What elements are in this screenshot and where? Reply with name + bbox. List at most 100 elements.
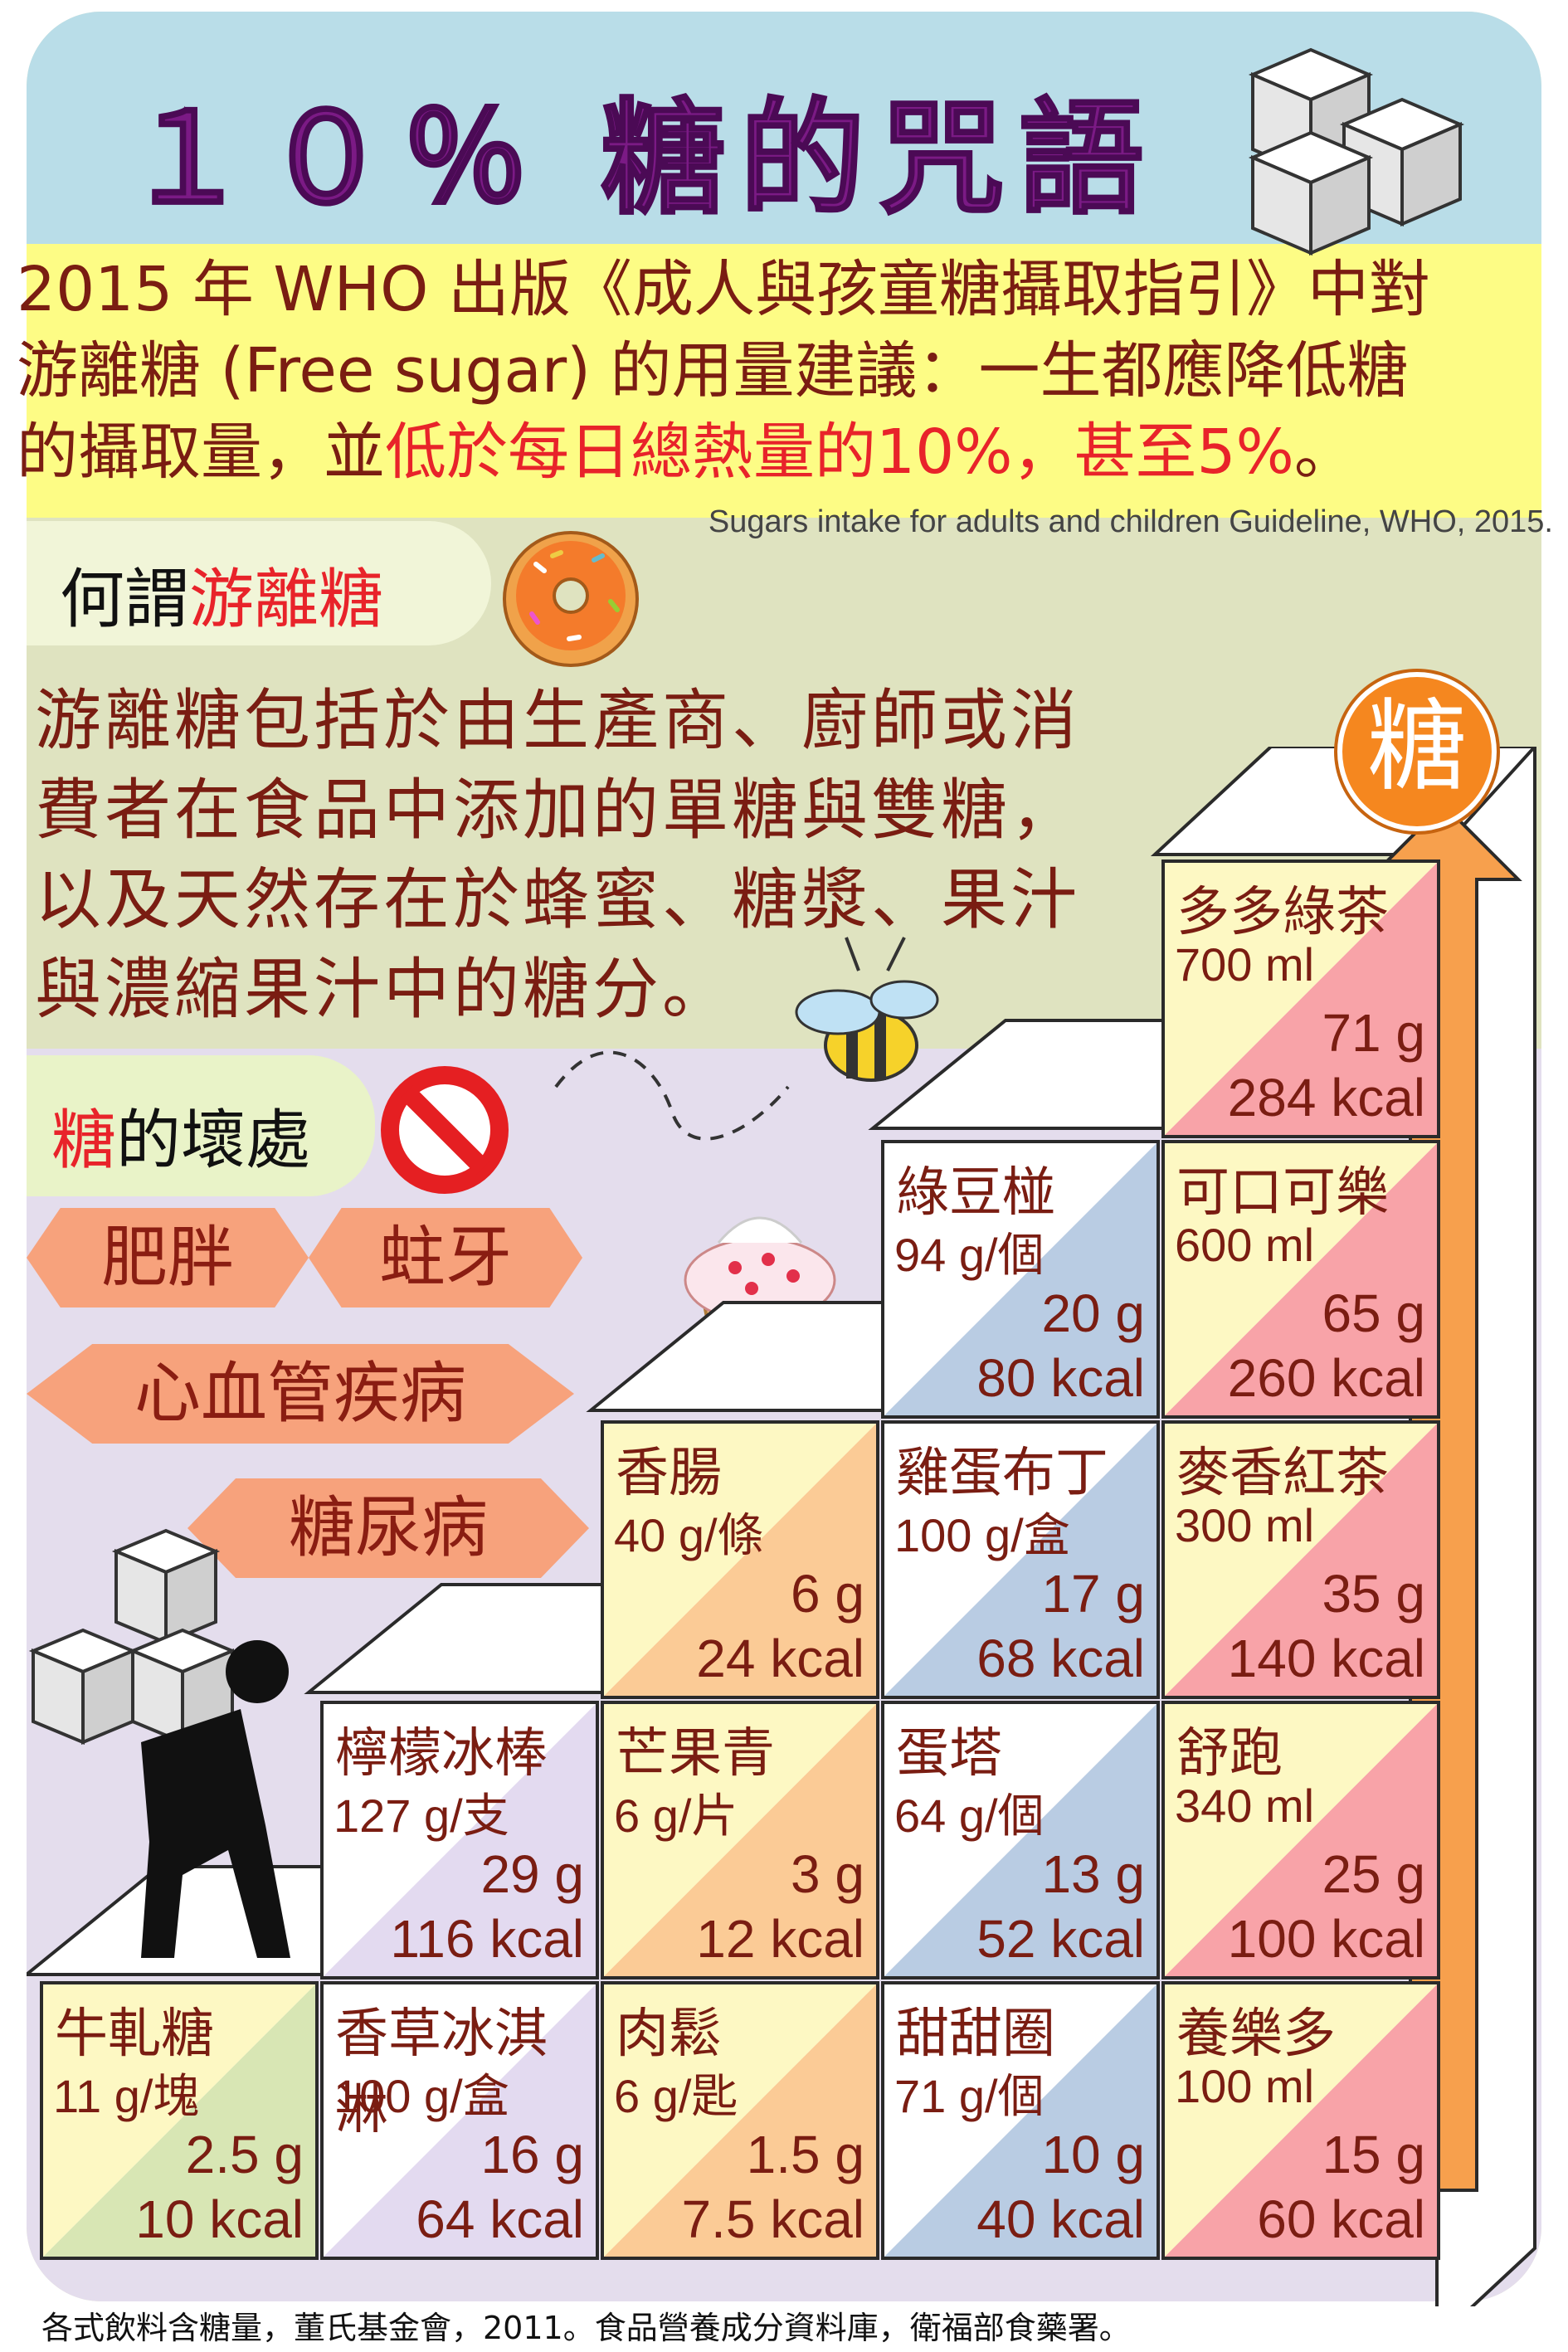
food-name: 綠豆椪: [896, 1162, 1055, 1224]
food-name: 蛋塔: [896, 1723, 1002, 1785]
food-cell: 香腸 40 g/條 6 g 24 kcal: [601, 1420, 879, 1699]
food-sugar: 6 g: [791, 1564, 864, 1624]
food-quantity: 100 g/盒: [894, 1509, 1070, 1561]
definition-line: 與濃縮果汁中的糖分。: [35, 951, 732, 1028]
cell-background: [324, 1984, 596, 2257]
food-name: 香腸: [616, 1443, 722, 1504]
harm-diabetes: 糖尿病: [187, 1478, 589, 1578]
food-quantity: 300 ml: [1175, 1499, 1315, 1551]
food-name: 芒果青: [616, 1723, 775, 1785]
intro-text: 2015 年 WHO 出版《成人與孩童糖攝取指引》中對 游離糖 (Free su…: [17, 249, 1527, 493]
food-cell: 雞蛋布丁 100 g/盒 17 g 68 kcal: [881, 1420, 1160, 1699]
food-kcal: 260 kcal: [1227, 1348, 1425, 1408]
food-cell: 牛軋糖 11 g/塊 2.5 g 10 kcal: [40, 1981, 319, 2260]
harms-heading-rest: 的壞處: [116, 1103, 311, 1178]
food-cell: 麥香紅茶 300 ml 35 g 140 kcal: [1161, 1420, 1440, 1699]
food-name: 雞蛋布丁: [896, 1443, 1108, 1504]
food-quantity: 6 g/匙: [614, 2070, 738, 2122]
donut-icon: [503, 531, 639, 667]
cell-background: [1165, 1704, 1437, 1976]
heading-prefix: 何謂: [60, 562, 190, 637]
food-kcal: 100 kcal: [1227, 1909, 1425, 1969]
page-title: １０％ 糖的咒語: [123, 86, 1159, 233]
source-citation: Sugars intake for adults and children Gu…: [708, 504, 1553, 539]
food-cell: 甜甜圈 71 g/個 10 g 40 kcal: [881, 1981, 1160, 2260]
food-quantity: 71 g/個: [894, 2070, 1045, 2122]
food-cell: 可口可樂 600 ml 65 g 260 kcal: [1161, 1140, 1440, 1419]
cell-background: [1165, 1143, 1437, 1415]
food-cell: 蛋塔 64 g/個 13 g 52 kcal: [881, 1701, 1160, 1979]
food-sugar: 71 g: [1322, 1003, 1425, 1063]
sugar-cubes-icon: [1248, 47, 1465, 256]
food-quantity: 64 g/個: [894, 1790, 1045, 1842]
food-sugar: 16 g: [480, 2125, 584, 2184]
food-quantity: 94 g/個: [894, 1229, 1045, 1281]
food-kcal: 12 kcal: [696, 1909, 864, 1969]
food-sugar: 35 g: [1322, 1564, 1425, 1624]
heading-highlight: 游離糖: [189, 562, 384, 637]
food-sugar: 29 g: [480, 1844, 584, 1904]
food-name: 可口可樂: [1176, 1162, 1389, 1224]
food-sugar: 15 g: [1322, 2125, 1425, 2184]
food-sugar: 10 g: [1041, 2125, 1145, 2184]
food-sugar: 65 g: [1322, 1283, 1425, 1343]
food-quantity: 40 g/條: [614, 1509, 764, 1561]
harms-heading: 糖的壞處: [51, 1088, 310, 1181]
harm-cardiovascular: 心血管疾病: [27, 1344, 574, 1444]
intro-highlight: 低於每日總熱量的10%，甚至5%: [385, 416, 1294, 488]
definition-line: 游離糖包括於由生產商、廚師或消: [35, 682, 1080, 759]
food-quantity: 100 g/盒: [334, 2070, 509, 2122]
intro-line: 的攝取量，並低於每日總熱量的10%，甚至5%。: [17, 411, 1527, 493]
food-kcal: 64 kcal: [416, 2189, 584, 2249]
food-name: 甜甜圈: [896, 2004, 1055, 2065]
bee-icon: [554, 937, 939, 1141]
food-kcal: 284 kcal: [1227, 1068, 1425, 1127]
free-sugar-heading-bg: [27, 521, 491, 645]
food-kcal: 68 kcal: [976, 1629, 1145, 1688]
harm-obesity: 肥胖: [27, 1208, 309, 1307]
intro-text-end: 。: [1293, 416, 1356, 488]
cell-background: [1165, 1984, 1437, 2257]
food-quantity: 127 g/支: [334, 1790, 509, 1842]
cell-background: [324, 1704, 596, 1976]
cell-background: [43, 1984, 315, 2257]
cell-background: [1165, 863, 1437, 1135]
cell-background: [604, 1424, 876, 1696]
food-name: 麥香紅茶: [1176, 1443, 1389, 1504]
intro-text-plain: 的攝取量，並: [17, 416, 385, 488]
sugar-badge: 糖: [1337, 672, 1497, 831]
person-carrying-sugar-icon: [28, 1528, 290, 1958]
free-sugar-definition: 游離糖包括於由生產商、廚師或消 費者在食品中添加的單糖與雙糖， 以及天然存在於蜂…: [35, 676, 1196, 1035]
food-sugar: 17 g: [1041, 1564, 1145, 1624]
food-quantity: 11 g/塊: [53, 2070, 200, 2122]
food-cell: 芒果青 6 g/片 3 g 12 kcal: [601, 1701, 879, 1979]
cell-background: [884, 1984, 1157, 2257]
intro-line: 2015 年 WHO 出版《成人與孩童糖攝取指引》中對: [17, 254, 1430, 325]
definition-line: 費者在食品中添加的單糖與雙糖，: [35, 772, 1080, 849]
food-name: 牛軋糖: [55, 2004, 214, 2065]
harms-heading-bg: [27, 1055, 375, 1196]
food-name: 多多綠茶: [1176, 882, 1389, 943]
food-sugar: 3 g: [791, 1844, 864, 1904]
footer-citation: 各式飲料含糖量，董氏基金會，2011。食品營養成分資料庫，衛福部食藥署。: [41, 2310, 1131, 2346]
cell-background: [884, 1143, 1157, 1415]
food-quantity: 340 ml: [1175, 1780, 1315, 1832]
food-sugar: 2.5 g: [185, 2125, 304, 2184]
food-quantity: 700 ml: [1175, 938, 1315, 991]
harms-heading-highlight: 糖: [51, 1103, 117, 1178]
harm-tooth-decay: 蛀牙: [309, 1208, 582, 1307]
food-cell: 多多綠茶 700 ml 71 g 284 kcal: [1161, 859, 1440, 1138]
food-name: 檸檬冰棒: [335, 1723, 548, 1785]
intro-band: [27, 244, 1541, 518]
food-sugar: 20 g: [1041, 1283, 1145, 1343]
food-name: 養樂多: [1176, 2004, 1336, 2065]
food-cell: 養樂多 100 ml 15 g 60 kcal: [1161, 1981, 1440, 2260]
food-cell: 肉鬆 6 g/匙 1.5 g 7.5 kcal: [601, 1981, 879, 2260]
food-name: 舒跑: [1176, 1723, 1283, 1785]
food-cell: 檸檬冰棒 127 g/支 29 g 116 kcal: [320, 1701, 599, 1979]
food-sugar: 25 g: [1322, 1844, 1425, 1904]
free-sugar-heading: 何謂游離糖: [60, 548, 383, 640]
food-kcal: 116 kcal: [390, 1909, 584, 1969]
food-kcal: 80 kcal: [976, 1348, 1145, 1408]
food-kcal: 7.5 kcal: [681, 2189, 864, 2249]
